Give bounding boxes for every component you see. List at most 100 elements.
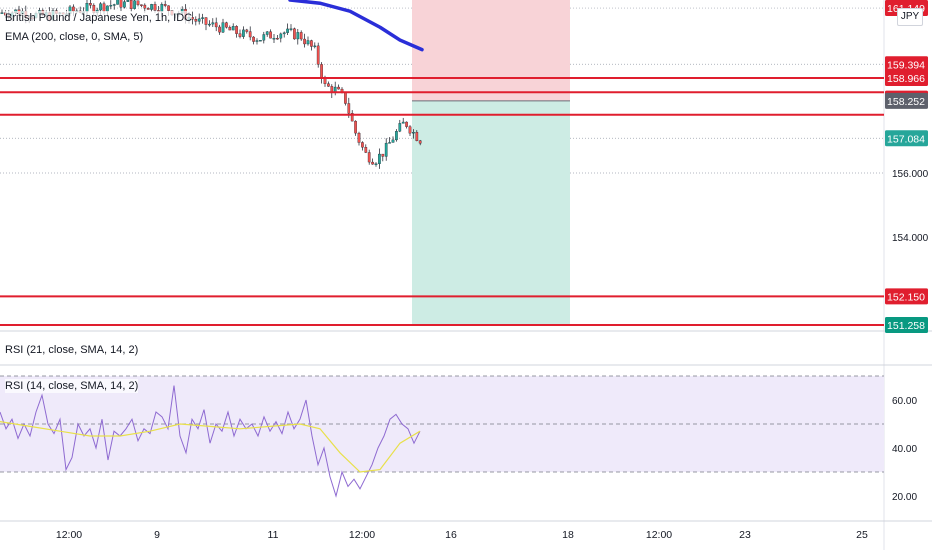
price-tag-label: 157.084 xyxy=(887,133,925,145)
candle-body xyxy=(354,120,357,134)
candle-body xyxy=(327,83,330,87)
candle-body xyxy=(282,32,286,35)
candle-body xyxy=(395,131,398,141)
candle-body xyxy=(296,32,300,40)
candle-body xyxy=(276,37,279,40)
candle-body xyxy=(367,152,371,163)
candle-body xyxy=(197,18,201,22)
candle-body xyxy=(289,28,293,30)
candle-body xyxy=(384,142,388,157)
price-tag-label: 159.394 xyxy=(887,59,925,71)
time-tick-label: 16 xyxy=(445,529,457,541)
candle-body xyxy=(361,142,364,148)
candle-body xyxy=(231,26,235,31)
ema-legend[interactable]: EMA (200, close, 0, SMA, 5) xyxy=(5,30,144,44)
candle-body xyxy=(123,1,126,8)
time-tick-label: 23 xyxy=(739,529,751,541)
candle-body xyxy=(316,45,320,65)
horizontal-levels[interactable] xyxy=(0,76,884,326)
price-tag xyxy=(885,316,928,333)
price-tag xyxy=(885,288,928,305)
candle-body xyxy=(364,147,368,153)
candle-body xyxy=(337,86,340,90)
candle-body xyxy=(153,4,157,11)
candle-body xyxy=(163,4,167,6)
candle-body xyxy=(208,23,211,26)
price-tag xyxy=(885,56,928,73)
candle-body xyxy=(378,153,381,164)
candle-body xyxy=(136,0,140,5)
candle-body xyxy=(99,3,102,11)
price-tag xyxy=(885,130,928,147)
candle-body xyxy=(119,0,123,8)
candle-body xyxy=(259,40,262,42)
candle-body xyxy=(252,36,255,42)
price-tags: 161.149159.394158.966158.323158.252157.0… xyxy=(885,0,928,333)
candle-body xyxy=(218,26,221,33)
candle-body xyxy=(143,4,147,9)
candle-body xyxy=(293,28,296,40)
candle-body xyxy=(391,139,395,143)
price-tag-label: 151.258 xyxy=(887,320,925,332)
candle-body xyxy=(303,38,306,45)
candle-body xyxy=(269,31,272,39)
ema-line-group xyxy=(288,0,424,52)
rsi14-legend[interactable]: RSI (14, close, SMA, 14, 2) xyxy=(5,379,139,393)
candle-body xyxy=(347,103,351,114)
candle-body xyxy=(109,5,113,7)
price-tag xyxy=(885,69,928,86)
time-tick-label: 12:00 xyxy=(646,529,672,541)
candle-body xyxy=(211,22,215,25)
rsi-tick-label: 60.00 xyxy=(892,396,917,407)
ema-200-line xyxy=(288,0,424,52)
currency-badge[interactable]: JPY xyxy=(897,8,923,26)
candle-body xyxy=(255,40,259,42)
time-tick-label: 9 xyxy=(154,529,160,541)
rsi-tick-label: 40.00 xyxy=(892,444,917,455)
rsi-ma-line xyxy=(0,421,421,473)
symbol-title[interactable]: British Pound / Japanese Yen, 1h, IDC xyxy=(5,11,193,25)
position-zones xyxy=(412,0,570,325)
candle-body xyxy=(272,37,276,40)
time-tick-label: 18 xyxy=(562,529,574,541)
price-tag xyxy=(885,92,928,109)
candle-body xyxy=(194,19,198,22)
rsi21-legend[interactable]: RSI (21, close, SMA, 14, 2) xyxy=(5,343,139,357)
rsi-pane: 20.00 40.00 60.00 xyxy=(0,375,917,503)
candle-body xyxy=(133,0,136,9)
candle-body xyxy=(374,163,378,165)
candle-body xyxy=(204,17,208,25)
candle-body xyxy=(357,132,361,143)
candle-body xyxy=(235,26,238,34)
candle-body xyxy=(344,91,347,104)
candle-body xyxy=(401,121,405,124)
rsi-tick-label: 20.00 xyxy=(892,492,917,503)
candle-body xyxy=(112,4,116,6)
candle-body xyxy=(286,28,289,33)
stop-loss-zone xyxy=(412,0,570,101)
candle-body xyxy=(323,78,327,84)
price-tick-label: 156.000 xyxy=(892,169,929,180)
candle-body xyxy=(89,3,92,6)
time-tick-label: 12:00 xyxy=(56,529,82,541)
candle-body xyxy=(265,31,269,35)
price-tag-label: 152.150 xyxy=(887,291,925,303)
take-profit-zone xyxy=(412,100,570,325)
candle-body xyxy=(405,121,408,127)
candle-body xyxy=(299,32,303,40)
candle-body xyxy=(306,40,310,45)
candle-body xyxy=(140,4,143,6)
price-tag-label: 158.252 xyxy=(887,96,925,108)
candle-body xyxy=(313,45,317,48)
time-tick-label: 11 xyxy=(268,529,279,541)
price-tick-label: 154.000 xyxy=(892,233,929,244)
candle-body xyxy=(381,153,385,157)
candle-body xyxy=(279,33,283,39)
candle-body xyxy=(412,131,415,134)
axes: 154.000 156.000 12:00 9 11 12:00 16 18 12:00 23 25 xyxy=(56,169,929,541)
candle-body xyxy=(116,0,119,5)
candle-body xyxy=(262,34,266,41)
candle-body xyxy=(245,29,249,32)
candle-body xyxy=(167,5,170,11)
